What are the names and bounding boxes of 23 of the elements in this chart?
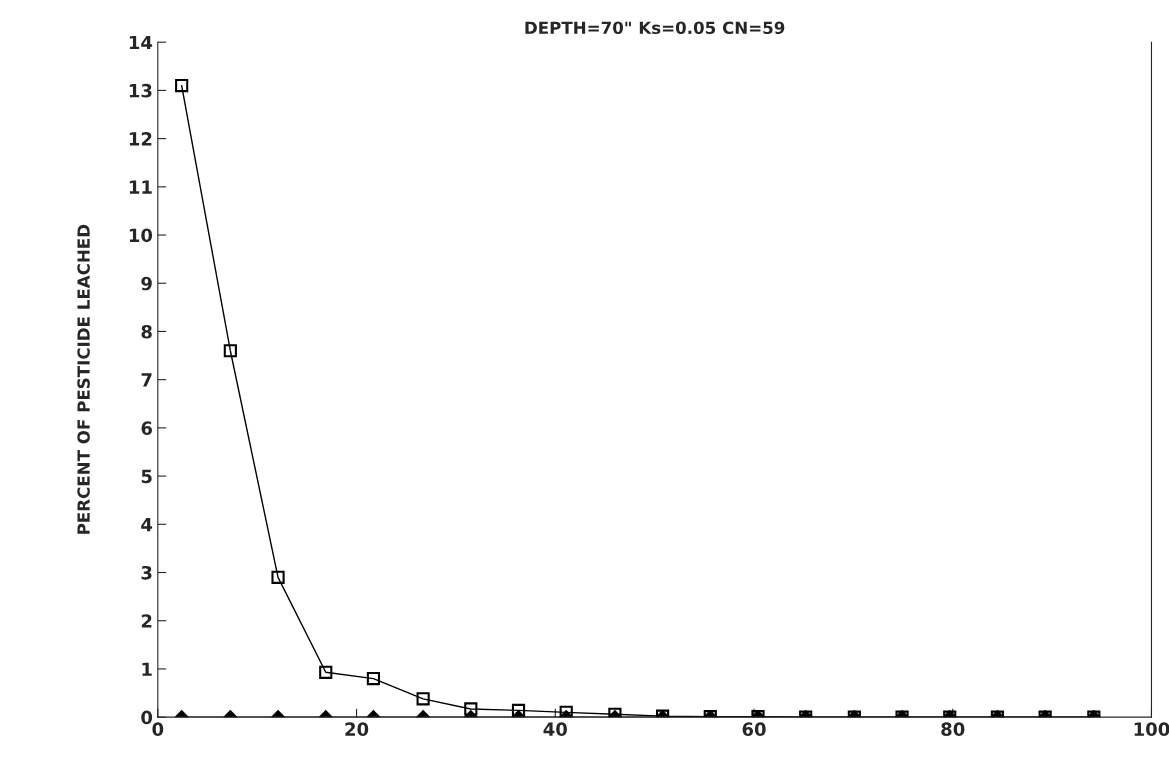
y-tick-label: 9 bbox=[141, 276, 152, 291]
y-tick-label: 11 bbox=[129, 180, 152, 194]
y-tick-label: 10 bbox=[129, 228, 153, 243]
y-axis-title: PERCENT OF PESTICIDE LEACHED bbox=[77, 224, 90, 534]
x-tick-label: 80 bbox=[941, 722, 965, 736]
x-tick-label: 60 bbox=[742, 722, 766, 736]
y-tick-label: 8 bbox=[141, 324, 152, 339]
y-tick-label: 1 bbox=[142, 662, 152, 676]
y-tick-label: 0 bbox=[141, 710, 153, 725]
y-tick-label: 14 bbox=[129, 35, 153, 50]
y-tick-label: 7 bbox=[141, 373, 152, 387]
y-tick-label: 13 bbox=[129, 83, 152, 98]
x-tick-label: 40 bbox=[543, 722, 567, 736]
y-tick-label: 6 bbox=[141, 421, 152, 435]
chart-title: DEPTH=70" Ks=0.05 CN=59 bbox=[525, 21, 785, 35]
y-tick-label: 3 bbox=[141, 565, 152, 580]
y-tick-label: 2 bbox=[141, 614, 152, 628]
y-tick-label: 12 bbox=[129, 132, 152, 146]
x-tick-label: 0 bbox=[152, 722, 164, 736]
y-tick-label: 4 bbox=[141, 518, 153, 532]
x-tick-label: 100 bbox=[1134, 722, 1169, 736]
x-tick-label: 20 bbox=[345, 722, 369, 736]
y-tick-label: 5 bbox=[141, 469, 152, 484]
